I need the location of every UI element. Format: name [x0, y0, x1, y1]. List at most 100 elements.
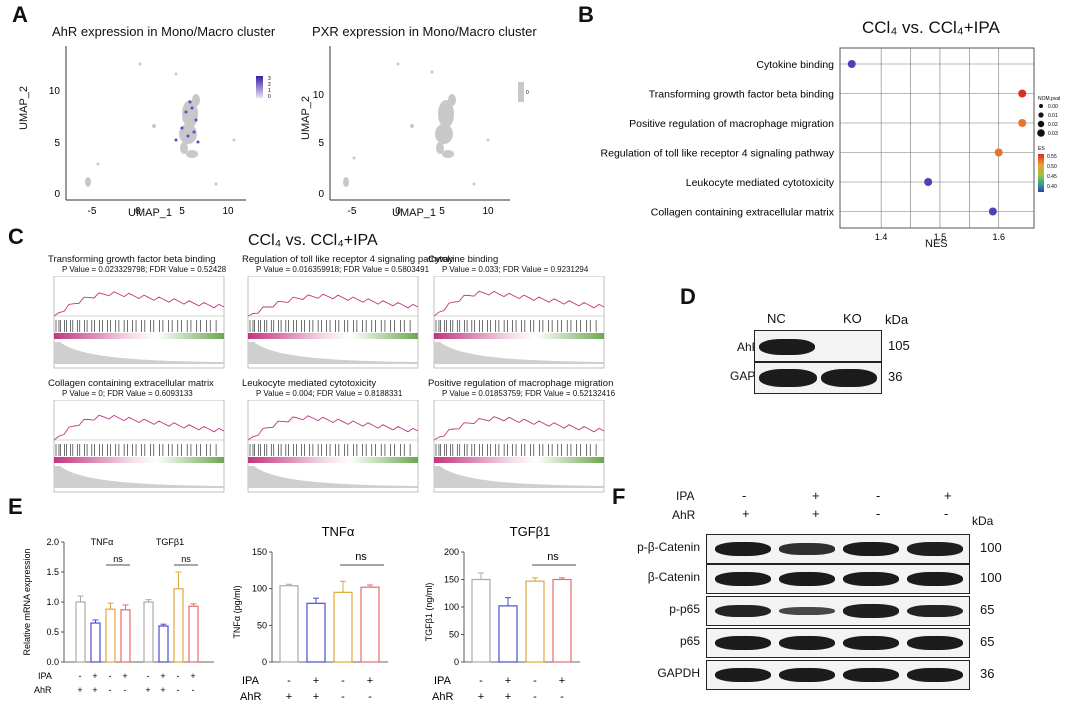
- size-legend-label: 0.01: [1048, 113, 1058, 119]
- blot-band: [907, 572, 963, 586]
- blot-band: [715, 572, 771, 586]
- blot-f-kda: 100: [980, 540, 1002, 555]
- tnfa-bar-chart: TNFα 0 50 100 150 TNFα (pg/ml) ns IPA AhR - + + + - - +…: [232, 524, 388, 703]
- pathway-dot: [847, 60, 856, 68]
- umap-ahr-legend-label: 2: [268, 82, 271, 88]
- umap-pxr-xlabel: UMAP_1: [392, 207, 437, 219]
- gsea-enrichment-plot: [53, 400, 225, 493]
- bar: [188, 605, 199, 663]
- gsea-dot-plot: Cytokine binding Transforming growth fact…: [601, 47, 1060, 242]
- y-tick-label: 150: [444, 575, 459, 585]
- gsea-enrichment-plot: [433, 400, 605, 493]
- color-legend-label: 0.40: [1047, 184, 1057, 190]
- umap-ahr-xtick: 5: [179, 206, 185, 217]
- blot-d-lane-nc: NC: [767, 311, 786, 326]
- panel-letter-e: E: [8, 494, 23, 519]
- bar: [75, 601, 86, 663]
- panel-letter-d: D: [680, 284, 696, 309]
- ns-label: ns: [355, 551, 367, 563]
- gsea-enrichment-title: CCl₄ vs. CCl₄+IPA: [248, 232, 378, 249]
- nes-tick: 1.4: [875, 232, 888, 242]
- umap-pxr-ytick: 10: [313, 90, 325, 101]
- ahr-row-label: AhR: [34, 685, 52, 695]
- blot-band: [715, 604, 771, 618]
- chart-title: TGFβ1: [510, 524, 551, 539]
- gsea-plot-stats: P Value = 0.033; FDR Value = 0.9231294: [442, 265, 589, 274]
- blot-band: [907, 636, 963, 650]
- ipa-sign: +: [313, 675, 319, 687]
- bar: [143, 601, 154, 663]
- ipa-sign: -: [147, 671, 150, 681]
- y-tick-label: 50: [449, 630, 459, 640]
- blot-f-ipa-sign: -: [876, 488, 881, 503]
- pathway-label: Regulation of toll like receptor 4 signa…: [601, 148, 835, 160]
- gsea-plot-stats: P Value = 0.023329798; FDR Value = 0.524…: [62, 265, 227, 274]
- ipa-sign: -: [79, 671, 82, 681]
- bar: [471, 578, 491, 663]
- blot-f-row-label: p-p65: [669, 602, 700, 616]
- blot-band: [715, 542, 771, 556]
- color-legend-label: 0.50: [1047, 164, 1057, 170]
- blot-band: [843, 542, 899, 556]
- color-legend-label: 0.55: [1047, 154, 1057, 160]
- y-tick-label: 0: [454, 657, 459, 667]
- y-axis-label: TNFα (pg/ml): [232, 585, 242, 638]
- blot-band: [843, 668, 899, 682]
- bar: [90, 622, 101, 663]
- bar: [279, 585, 299, 663]
- ahr-sign: -: [368, 691, 372, 703]
- gsea-plot-title: Regulation of toll like receptor 4 signa…: [242, 254, 454, 265]
- panel-letter-b: B: [578, 2, 594, 27]
- size-legend-label: 0.02: [1048, 122, 1058, 128]
- bar: [498, 605, 518, 663]
- group-label: TNFα: [91, 537, 114, 547]
- size-legend-label: 0.03: [1048, 131, 1058, 137]
- gsea-enrichment-plot: [433, 276, 605, 369]
- bar: [173, 588, 184, 663]
- blot-f-ahr-label: AhR: [672, 508, 696, 522]
- blot-band: [907, 668, 963, 682]
- blot-d-ahr: [754, 330, 882, 362]
- ahr-sign: +: [145, 685, 150, 695]
- es-color-bar: [1038, 154, 1044, 192]
- pathway-label: Leukocyte mediated cytotoxicity: [686, 177, 835, 189]
- umap-pxr-title: PXR expression in Mono/Macro cluster: [312, 24, 537, 39]
- blot-band: [821, 369, 877, 387]
- umap-pxr-ytick: 5: [318, 138, 324, 149]
- ahr-sign: -: [177, 685, 180, 695]
- ipa-row-label: IPA: [242, 675, 260, 687]
- ahr-sign: +: [478, 691, 484, 703]
- blot-f-kda: 100: [980, 570, 1002, 585]
- umap-pxr-xtick: 5: [439, 206, 445, 217]
- ns-label: ns: [547, 551, 559, 563]
- color-legend-label: 0.45: [1047, 174, 1057, 180]
- ipa-sign: +: [92, 671, 97, 681]
- blot-f-ahr-sign: -: [876, 506, 881, 521]
- umap-ahr-ylabel: UMAP_2: [18, 85, 30, 130]
- y-tick-label: 100: [444, 602, 459, 612]
- ahr-sign: +: [160, 685, 165, 695]
- blot-d-kda-ahr: 105: [888, 338, 910, 353]
- ahr-sign: +: [505, 691, 511, 703]
- gsea-plot-title: Transforming growth factor beta binding: [48, 254, 216, 265]
- ipa-row-label: IPA: [38, 671, 52, 681]
- blot-band: [843, 636, 899, 650]
- pathway-dot: [988, 207, 997, 216]
- ns-label: ns: [181, 554, 191, 564]
- ahr-sign: +: [77, 685, 82, 695]
- size-legend-dot: [1038, 112, 1044, 118]
- ns-label: ns: [113, 554, 123, 564]
- ahr-sign: -: [341, 691, 345, 703]
- umap-ahr-plot: 0 5 10 -5 0 5 10 3 2 1 0: [49, 46, 271, 217]
- ipa-sign: +: [367, 675, 373, 687]
- y-tick-label: 150: [252, 547, 267, 557]
- pathway-dot: [1018, 119, 1027, 127]
- blot-f-ahr-sign: +: [742, 506, 750, 521]
- group-label: TGFβ1: [156, 537, 184, 547]
- blot-f-kda: 65: [980, 602, 995, 617]
- size-legend-dot: [1037, 129, 1045, 137]
- bar: [333, 591, 353, 663]
- blot-band: [715, 668, 771, 682]
- blot-band: [779, 607, 835, 615]
- blot-f-ipa-label: IPA: [676, 489, 695, 503]
